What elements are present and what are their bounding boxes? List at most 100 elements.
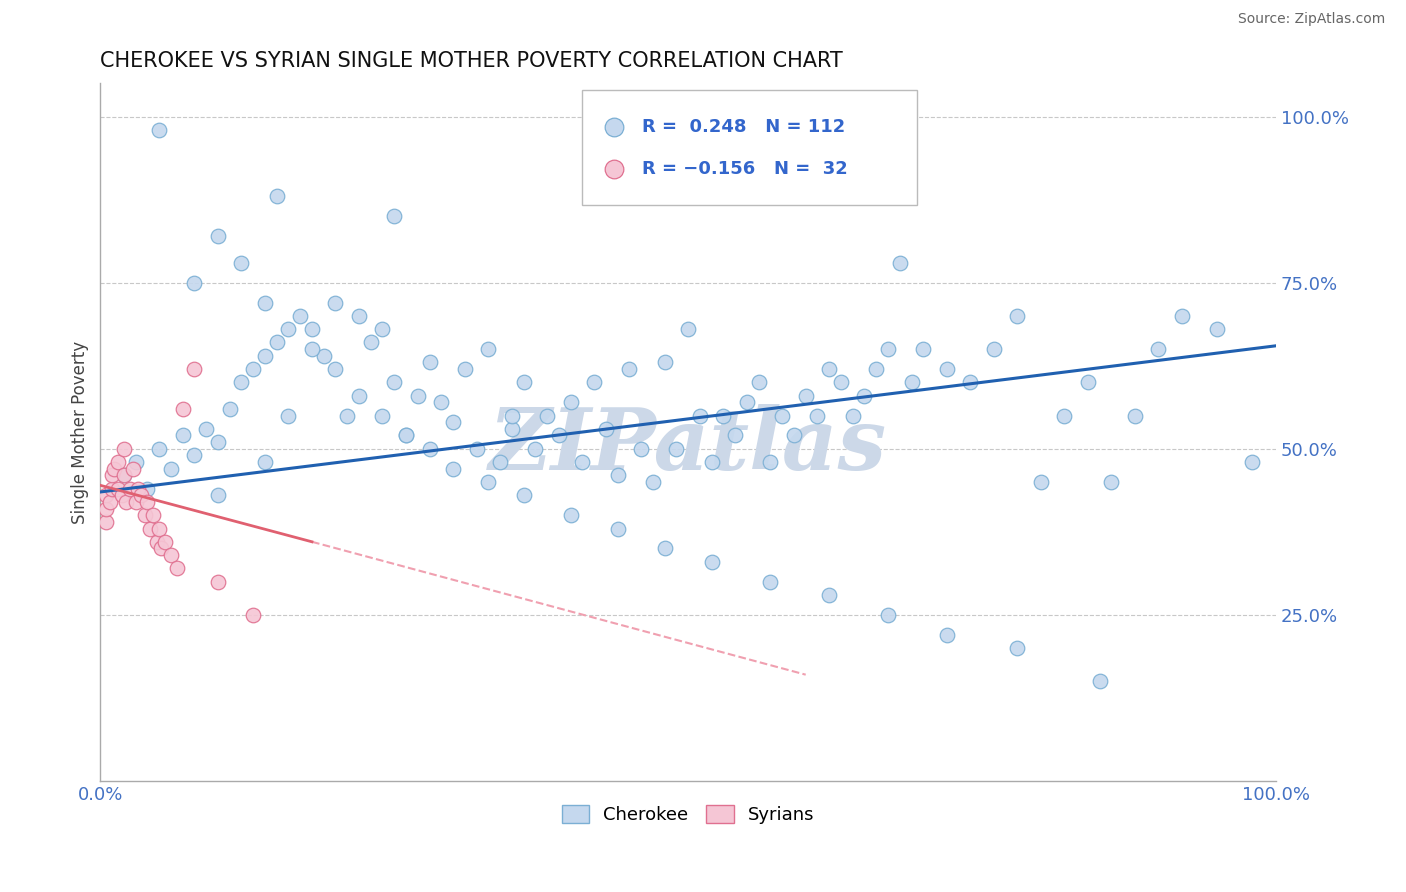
Point xyxy=(959,376,981,390)
Point xyxy=(148,123,170,137)
Point xyxy=(560,395,582,409)
Legend: Cherokee, Syrians: Cherokee, Syrians xyxy=(562,805,814,824)
Point xyxy=(218,401,240,416)
Point xyxy=(818,362,841,376)
Point xyxy=(231,376,253,390)
Point xyxy=(103,461,125,475)
Point xyxy=(1007,309,1029,323)
Point xyxy=(603,191,626,205)
Point xyxy=(148,442,170,456)
Point xyxy=(183,362,205,376)
Point xyxy=(900,376,922,390)
Point xyxy=(877,342,900,356)
Point xyxy=(242,362,264,376)
Point xyxy=(877,607,900,622)
Point xyxy=(325,295,347,310)
Point xyxy=(242,607,264,622)
Point xyxy=(1077,376,1099,390)
Point xyxy=(118,482,141,496)
Point xyxy=(134,508,156,523)
Point xyxy=(489,455,512,469)
Point xyxy=(783,428,806,442)
Point xyxy=(465,442,488,456)
Point xyxy=(1171,309,1194,323)
Point xyxy=(150,541,173,556)
Point xyxy=(253,349,276,363)
Point xyxy=(166,561,188,575)
Point xyxy=(630,442,652,456)
Point xyxy=(583,376,606,390)
Point xyxy=(290,309,312,323)
Point xyxy=(172,428,194,442)
Point xyxy=(266,335,288,350)
Point xyxy=(207,435,229,450)
Point xyxy=(382,209,405,223)
Point xyxy=(700,555,723,569)
Point xyxy=(122,461,145,475)
Point xyxy=(207,229,229,244)
Point xyxy=(524,442,547,456)
Point xyxy=(277,322,299,336)
Point xyxy=(571,455,593,469)
Point xyxy=(136,495,159,509)
Point xyxy=(312,349,335,363)
Text: R = −0.156   N =  32: R = −0.156 N = 32 xyxy=(643,161,848,178)
Point xyxy=(112,468,135,483)
Point xyxy=(501,422,523,436)
Point xyxy=(1147,342,1170,356)
Point xyxy=(98,495,121,509)
Point xyxy=(818,588,841,602)
Point xyxy=(110,488,132,502)
Point xyxy=(700,455,723,469)
Point xyxy=(418,355,440,369)
Point xyxy=(371,409,394,423)
Text: Source: ZipAtlas.com: Source: ZipAtlas.com xyxy=(1237,12,1385,26)
Point xyxy=(430,395,453,409)
Point xyxy=(131,488,153,502)
Point xyxy=(148,522,170,536)
Point xyxy=(759,574,782,589)
Point xyxy=(935,362,957,376)
Point xyxy=(253,455,276,469)
Point xyxy=(441,415,464,429)
Point xyxy=(547,428,569,442)
Point xyxy=(477,342,499,356)
Point xyxy=(172,401,194,416)
Point xyxy=(231,256,253,270)
Point xyxy=(395,428,418,442)
Point xyxy=(418,442,440,456)
Point xyxy=(477,475,499,489)
Point xyxy=(806,409,828,423)
Point xyxy=(654,541,676,556)
Point xyxy=(595,422,617,436)
Point xyxy=(406,389,429,403)
Y-axis label: Single Mother Poverty: Single Mother Poverty xyxy=(72,341,89,524)
Point xyxy=(127,482,149,496)
Text: R =  0.248   N = 112: R = 0.248 N = 112 xyxy=(643,119,845,136)
Point xyxy=(325,362,347,376)
Point xyxy=(146,534,169,549)
Point xyxy=(183,449,205,463)
Point xyxy=(183,276,205,290)
Point xyxy=(1007,641,1029,656)
Point xyxy=(347,389,370,403)
Point xyxy=(724,428,747,442)
Point xyxy=(606,522,628,536)
Point xyxy=(124,495,146,509)
Point xyxy=(1206,322,1229,336)
Point xyxy=(735,395,758,409)
Text: ZIPatlas: ZIPatlas xyxy=(489,404,887,488)
Point xyxy=(115,495,138,509)
Point xyxy=(865,362,887,376)
Point xyxy=(654,355,676,369)
Point xyxy=(301,342,323,356)
Point xyxy=(759,455,782,469)
Point xyxy=(96,501,118,516)
Point xyxy=(101,482,124,496)
Point xyxy=(889,256,911,270)
Point xyxy=(153,534,176,549)
Point xyxy=(207,574,229,589)
Point xyxy=(266,189,288,203)
Point xyxy=(1123,409,1146,423)
Point xyxy=(160,461,183,475)
